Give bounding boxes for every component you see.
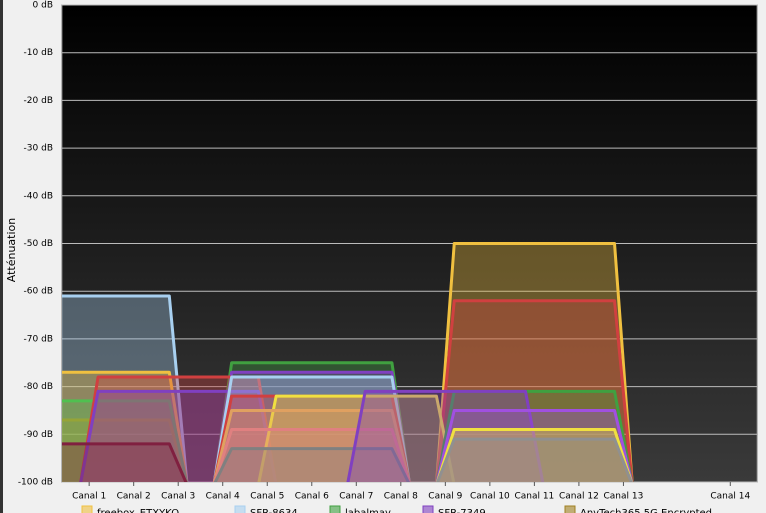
y-tick-label: -20 dB: [24, 96, 53, 106]
y-tick-label: -80 dB: [24, 382, 53, 392]
x-tick-label: Canal 7: [339, 492, 373, 502]
network-area: [435, 437, 633, 482]
x-tick-label: Canal 2: [117, 492, 151, 502]
network-area: [62, 418, 188, 482]
x-tick-label: Canal 9: [428, 492, 462, 502]
y-tick-label: -70 dB: [24, 334, 53, 344]
x-tick-label: Canal 13: [604, 492, 644, 502]
network-area: [435, 242, 634, 482]
x-tick-label: Canal 1: [72, 492, 106, 502]
network-area: [213, 447, 410, 482]
legend-swatch: [81, 505, 93, 513]
y-tick-label: -50 dB: [24, 239, 53, 249]
y-tick-label: -100 dB: [18, 478, 53, 488]
networks: [62, 242, 634, 482]
y-tick-label: -60 dB: [24, 287, 53, 297]
frame-edge: [0, 0, 3, 513]
network-area: [62, 294, 189, 482]
legend-text: SFR-8634: [250, 508, 298, 513]
x-tick-label: Canal 6: [295, 492, 329, 502]
x-tick-label: Canal 11: [514, 492, 554, 502]
x-tick-label: Canal 8: [384, 492, 418, 502]
legend-swatch: [564, 505, 576, 513]
x-tick-label: Canal 10: [470, 492, 510, 502]
legend-text: freebox_ETXYKO: [97, 508, 179, 513]
legend-swatch: [422, 505, 434, 513]
y-axis-label: Atténuation: [5, 218, 18, 283]
x-tick-label: Canal 12: [559, 492, 599, 502]
network-area: [346, 389, 545, 482]
y-tick-label: -90 dB: [24, 430, 53, 440]
x-tick-label: Canal 14: [710, 492, 750, 502]
network-area: [213, 428, 411, 482]
legend-text: labalmay: [345, 508, 391, 513]
x-tick-label: Canal 5: [250, 492, 284, 502]
y-tick-label: 0 dB: [33, 1, 53, 11]
x-tick-label: Canal 4: [206, 492, 240, 502]
y-tick-label: -40 dB: [24, 191, 53, 201]
legend-text: AnyTech365 5G Encrypted: [580, 508, 712, 513]
legend-text: SFR-7349: [438, 508, 486, 513]
network-area: [435, 428, 633, 482]
legend-swatch: [234, 505, 246, 513]
y-tick-label: -30 dB: [24, 144, 53, 154]
network-area: [62, 442, 188, 482]
x-tick-label: Canal 3: [161, 492, 195, 502]
y-tick-label: -10 dB: [24, 48, 53, 58]
legend-swatch: [329, 505, 341, 513]
